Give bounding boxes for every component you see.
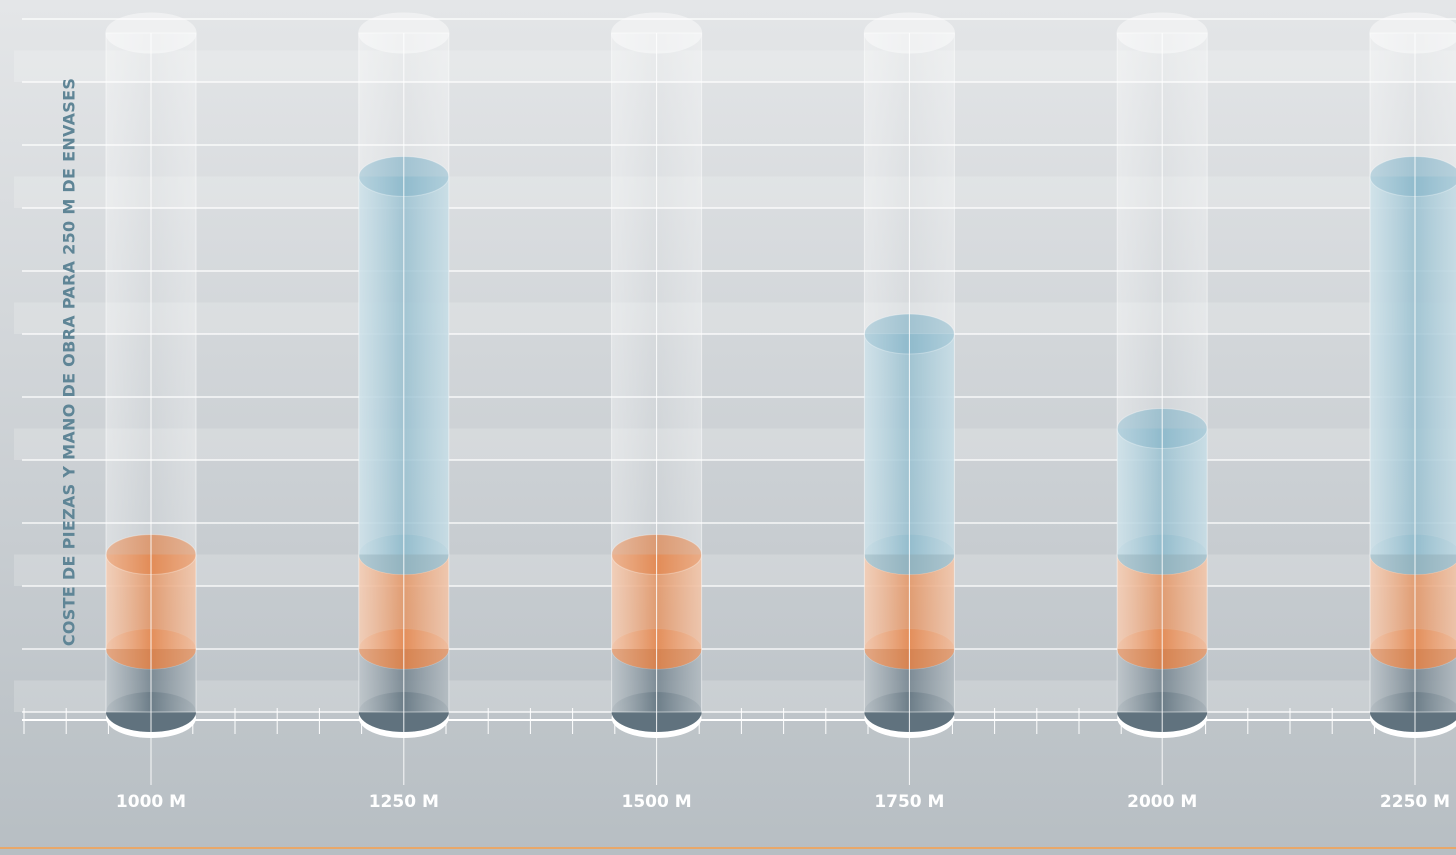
column: 2250 M [1369,12,1456,812]
y-axis-label: COSTE DE PIEZAS Y MANO DE OBRA PARA 250 … [60,78,79,646]
tube [1369,32,1456,713]
stripe [14,680,1456,712]
column: 1750 M [863,12,955,812]
stripe [14,176,1456,208]
column: 1500 M [611,12,703,812]
column: 2000 M [1116,12,1208,812]
tube-top [1369,12,1456,54]
column: 1250 M [358,12,450,812]
stripe [14,302,1456,334]
stripe [14,50,1456,82]
columns: 1000 M 1250 M 1500 M 1750 M 2000 M 2250 M [105,12,1456,812]
x-tick-label: 1250 M [369,792,439,812]
stripe [14,428,1456,460]
x-tick-label: 2000 M [1127,792,1197,812]
stripe [14,554,1456,586]
grid [22,18,1456,713]
x-tick-label: 1000 M [116,792,186,812]
x-tick-label: 1750 M [874,792,944,812]
column: 1000 M [105,12,197,812]
x-tick-label: 2250 M [1380,792,1450,812]
x-tick-label: 1500 M [622,792,692,812]
stripes [14,50,1456,712]
